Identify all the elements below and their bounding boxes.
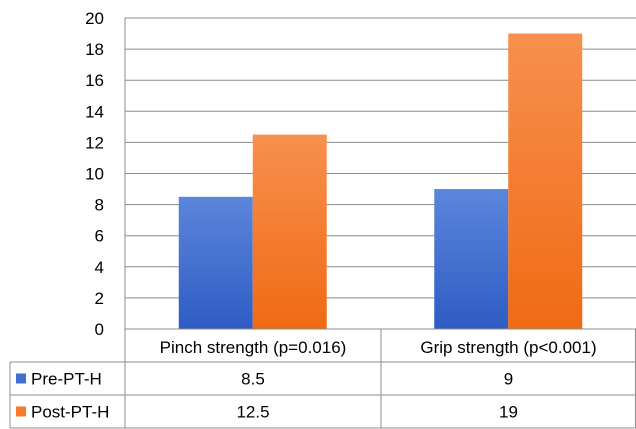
bar-pre-pt-h-1 <box>178 196 253 329</box>
y-tick-label: 10 <box>85 165 104 184</box>
table-value: 12.5 <box>236 403 269 422</box>
y-tick-label: 6 <box>95 227 104 246</box>
category-label: Grip strength (p<0.001) <box>420 338 596 357</box>
bar-post-pt-h-2 <box>508 33 583 330</box>
y-tick-label: 2 <box>95 289 104 308</box>
data-table: Pinch strength (p=0.016) Grip strength (p… <box>9 328 636 429</box>
legend-key-post-pt-h <box>16 406 26 417</box>
y-axis-ticks: 0 2 4 6 8 10 12 14 16 18 20 <box>85 9 104 339</box>
category-label: Pinch strength (p=0.016) <box>160 338 347 357</box>
y-tick-label: 12 <box>85 133 104 152</box>
y-tick-label: 18 <box>85 40 104 59</box>
bar-pre-pt-h-2 <box>434 189 509 329</box>
y-tick-label: 14 <box>85 102 104 121</box>
table-value: 19 <box>499 403 518 422</box>
y-tick-label: 0 <box>95 320 104 339</box>
legend-key-pre-pt-h <box>16 373 26 384</box>
bars <box>178 33 583 330</box>
legend-label: Pre-PT-H <box>31 370 102 389</box>
table-value: 8.5 <box>241 370 265 389</box>
y-tick-label: 20 <box>85 9 104 28</box>
bar-post-pt-h-1 <box>252 134 327 329</box>
y-tick-label: 16 <box>85 71 104 90</box>
legend-label: Post-PT-H <box>31 403 109 422</box>
y-tick-label: 8 <box>95 196 104 215</box>
y-tick-label: 4 <box>95 258 104 277</box>
table-value: 9 <box>504 370 513 389</box>
